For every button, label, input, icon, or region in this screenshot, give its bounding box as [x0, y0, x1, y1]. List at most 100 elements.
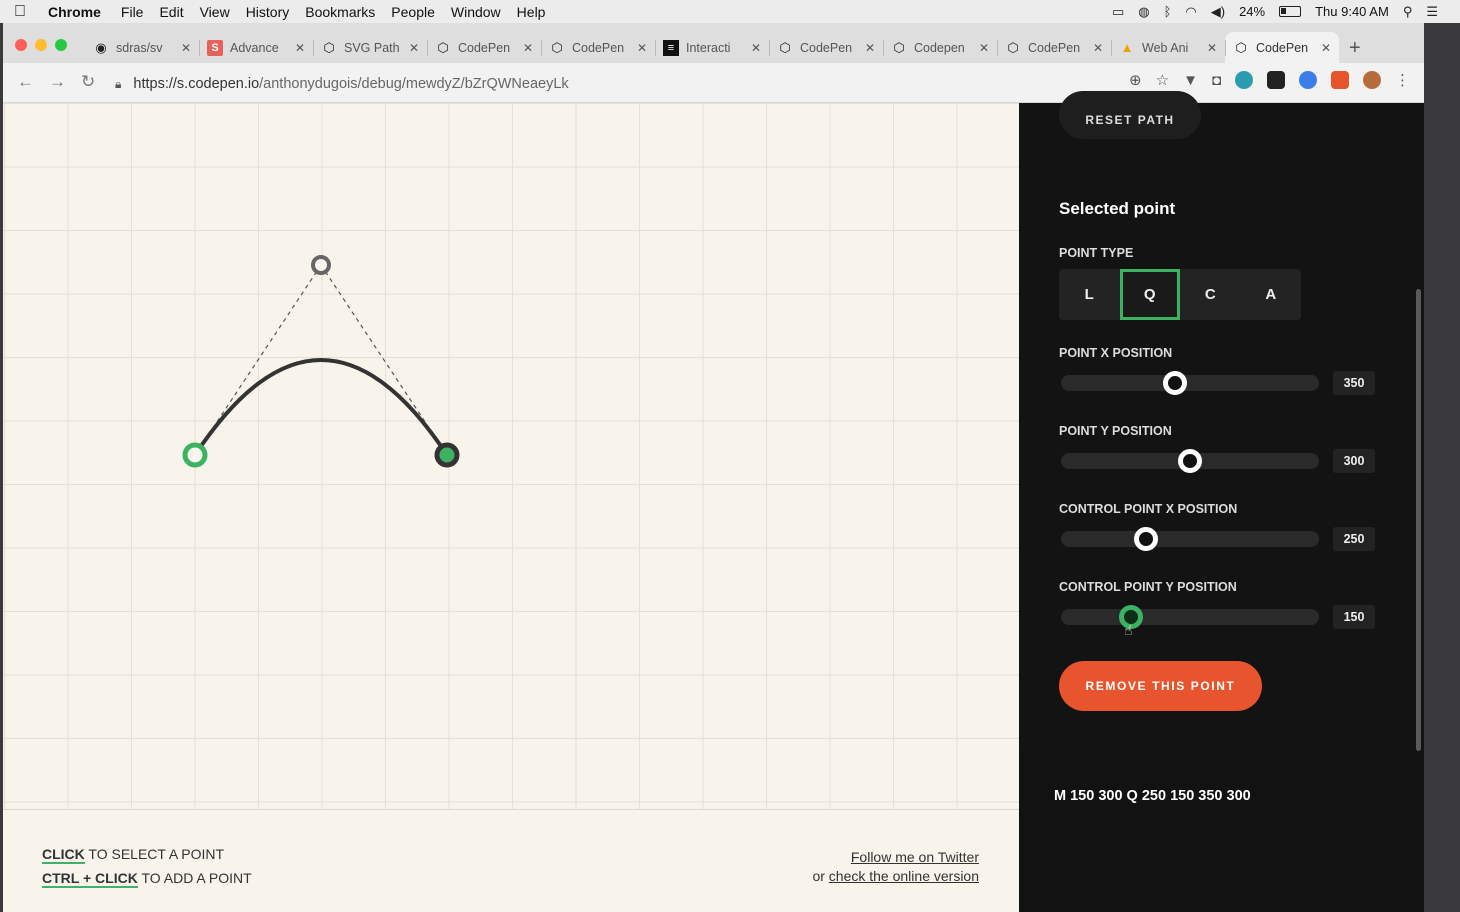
scrollbar[interactable]: [1416, 289, 1421, 751]
point-x-slider-thumb[interactable]: [1162, 371, 1187, 395]
close-tab-icon[interactable]: ✕: [864, 40, 875, 55]
menu-chrome[interactable]: Chrome: [48, 3, 101, 20]
address-bar[interactable]: 🔒︎ https://s.codepen.io/anthonydugois/de…: [115, 69, 1145, 99]
toolbar-actions: ⊕ ☆ ▼ ◘ ⋮: [1129, 71, 1410, 89]
codepen-icon: ⬡: [1235, 39, 1247, 55]
browser-tab[interactable]: ◉ sdras/sv ✕: [85, 32, 199, 63]
point-x-value[interactable]: 350: [1333, 371, 1375, 395]
apple-menu-icon[interactable]: : [0, 3, 40, 21]
display-icon[interactable]: ▭: [1111, 3, 1125, 19]
close-tab-icon[interactable]: ✕: [978, 40, 989, 55]
control-point-x-label: CONTROL POINT X POSITION: [1059, 502, 1238, 516]
control-point-x-slider-thumb[interactable]: [1134, 527, 1159, 551]
close-tab-icon[interactable]: ✕: [1320, 40, 1331, 55]
browser-tab[interactable]: ▲ Web Ani ✕: [1111, 32, 1225, 63]
spotlight-search-icon[interactable]: ⚲: [1402, 3, 1413, 19]
volume-icon[interactable]: ◀): [1210, 3, 1226, 19]
fullscreen-window-button[interactable]: [55, 39, 67, 51]
forward-icon[interactable]: →: [49, 72, 66, 91]
browser-tab[interactable]: ⬡ CodePen ✕: [997, 32, 1111, 63]
start-point[interactable]: [182, 442, 208, 468]
menu-help[interactable]: Help: [516, 3, 546, 20]
reset-path-button[interactable]: RESET PATH: [1059, 91, 1201, 139]
back-icon[interactable]: ←: [17, 72, 34, 91]
twitter-link[interactable]: Follow me on Twitter: [850, 849, 979, 865]
clock[interactable]: Thu 9:40 AM: [1315, 4, 1389, 19]
point-x-label: POINT X POSITION: [1059, 346, 1173, 360]
control-point-y-value[interactable]: 150: [1333, 605, 1375, 629]
point-y-slider[interactable]: [1061, 449, 1319, 473]
drawing-canvas[interactable]: [3, 103, 1019, 809]
globe-icon[interactable]: ◍: [1138, 3, 1150, 19]
point-type-a-button[interactable]: A: [1265, 286, 1277, 303]
close-tab-icon[interactable]: ✕: [636, 40, 647, 55]
menu-people[interactable]: People: [391, 3, 435, 20]
browser-tab[interactable]: ⬡ CodePen ✕: [541, 32, 655, 63]
url-text[interactable]: https://s.codepen.io/anthonydugois/debug…: [133, 76, 569, 92]
browser-tab[interactable]: ⬡ Codepen ✕: [883, 32, 997, 63]
wifi-icon[interactable]: ◠: [1185, 3, 1197, 19]
menu-view[interactable]: View: [199, 3, 230, 20]
close-tab-icon[interactable]: ✕: [180, 40, 191, 55]
control-point-x-value[interactable]: 250: [1333, 527, 1375, 551]
more-menu-icon[interactable]: ⋮: [1395, 72, 1410, 89]
tab-title: CodePen: [1256, 40, 1309, 55]
menu-edit[interactable]: Edit: [159, 3, 184, 20]
control-point-y-slider-thumb[interactable]: [1118, 605, 1143, 629]
close-tab-icon[interactable]: ✕: [294, 40, 305, 55]
browser-tab[interactable]: ⬡ CodePen ✕: [427, 32, 541, 63]
point-type-l-button[interactable]: L: [1084, 286, 1094, 303]
browser-tab[interactable]: ≡ Interacti ✕: [655, 32, 769, 63]
point-y-slider-thumb[interactable]: [1178, 449, 1202, 473]
browser-tab[interactable]: ⬡ CodePen ✕: [1225, 32, 1339, 63]
tabs: ◉ sdras/sv ✕ S Advance ✕ ⬡ SVG Path ✕ ⬡ CodePen ✕ ⬡ C…: [85, 32, 1339, 63]
pocket-icon[interactable]: ◘: [1211, 71, 1221, 89]
menu-file[interactable]: File: [120, 3, 144, 20]
point-type-c-button[interactable]: C: [1204, 286, 1216, 303]
bezier-curve: [193, 358, 449, 457]
s-logo-icon: S: [207, 39, 223, 56]
point-y-value[interactable]: 300: [1333, 449, 1375, 473]
browser-tab[interactable]: ⬡ CodePen ✕: [769, 32, 883, 63]
close-window-button[interactable]: [15, 39, 27, 51]
minimize-window-button[interactable]: [35, 39, 47, 51]
extension-icon[interactable]: [1235, 71, 1253, 89]
menu-bookmarks[interactable]: Bookmarks: [305, 3, 376, 20]
menu-history[interactable]: History: [245, 3, 290, 20]
close-tab-icon[interactable]: ✕: [1092, 40, 1103, 55]
macos-menu-bar:  Chrome File Edit View History Bookmark…: [0, 0, 1460, 23]
extension-icon[interactable]: [1299, 71, 1317, 89]
bluetooth-icon[interactable]: ᛒ: [1163, 4, 1172, 19]
menu-window[interactable]: Window: [450, 3, 501, 20]
point-type-q-button[interactable]: Q: [1119, 269, 1180, 320]
reload-icon[interactable]: ↻: [81, 72, 96, 91]
close-tab-icon[interactable]: ✕: [1206, 40, 1217, 55]
control-point[interactable]: [311, 255, 331, 275]
browser-tab[interactable]: S Advance ✕: [199, 32, 313, 63]
vue-devtools-icon[interactable]: ▼: [1183, 71, 1198, 89]
tab-title: CodePen: [458, 40, 511, 55]
online-version-link[interactable]: check the online version: [828, 868, 979, 884]
profile-avatar[interactable]: [1363, 71, 1381, 89]
selected-end-point[interactable]: [434, 442, 460, 468]
extension-icon[interactable]: [1267, 71, 1285, 89]
remove-point-button[interactable]: REMOVE THIS POINT: [1059, 661, 1262, 711]
battery-icon[interactable]: [1279, 6, 1302, 17]
zoom-icon[interactable]: ⊕: [1129, 72, 1142, 89]
browser-tab[interactable]: ⬡ SVG Path ✕: [313, 32, 427, 63]
close-tab-icon[interactable]: ✕: [750, 40, 761, 55]
control-point-x-slider[interactable]: [1061, 527, 1319, 551]
new-tab-button[interactable]: +: [1349, 37, 1361, 59]
point-x-slider[interactable]: [1061, 371, 1319, 395]
notification-center-icon[interactable]: ☰: [1426, 3, 1438, 19]
close-tab-icon[interactable]: ✕: [522, 40, 533, 55]
extension-icon[interactable]: [1331, 71, 1349, 89]
hint-select: CLICK TO SELECT A POINT: [42, 846, 225, 864]
path-svg[interactable]: [3, 103, 1019, 809]
lock-icon[interactable]: 🔒︎: [115, 76, 122, 91]
bookmark-star-icon[interactable]: ☆: [1155, 72, 1170, 89]
tab-title: Codepen: [914, 40, 965, 55]
close-tab-icon[interactable]: ✕: [408, 40, 419, 55]
control-point-y-slider[interactable]: [1061, 605, 1319, 629]
interactive-icon: ≡: [663, 39, 679, 56]
